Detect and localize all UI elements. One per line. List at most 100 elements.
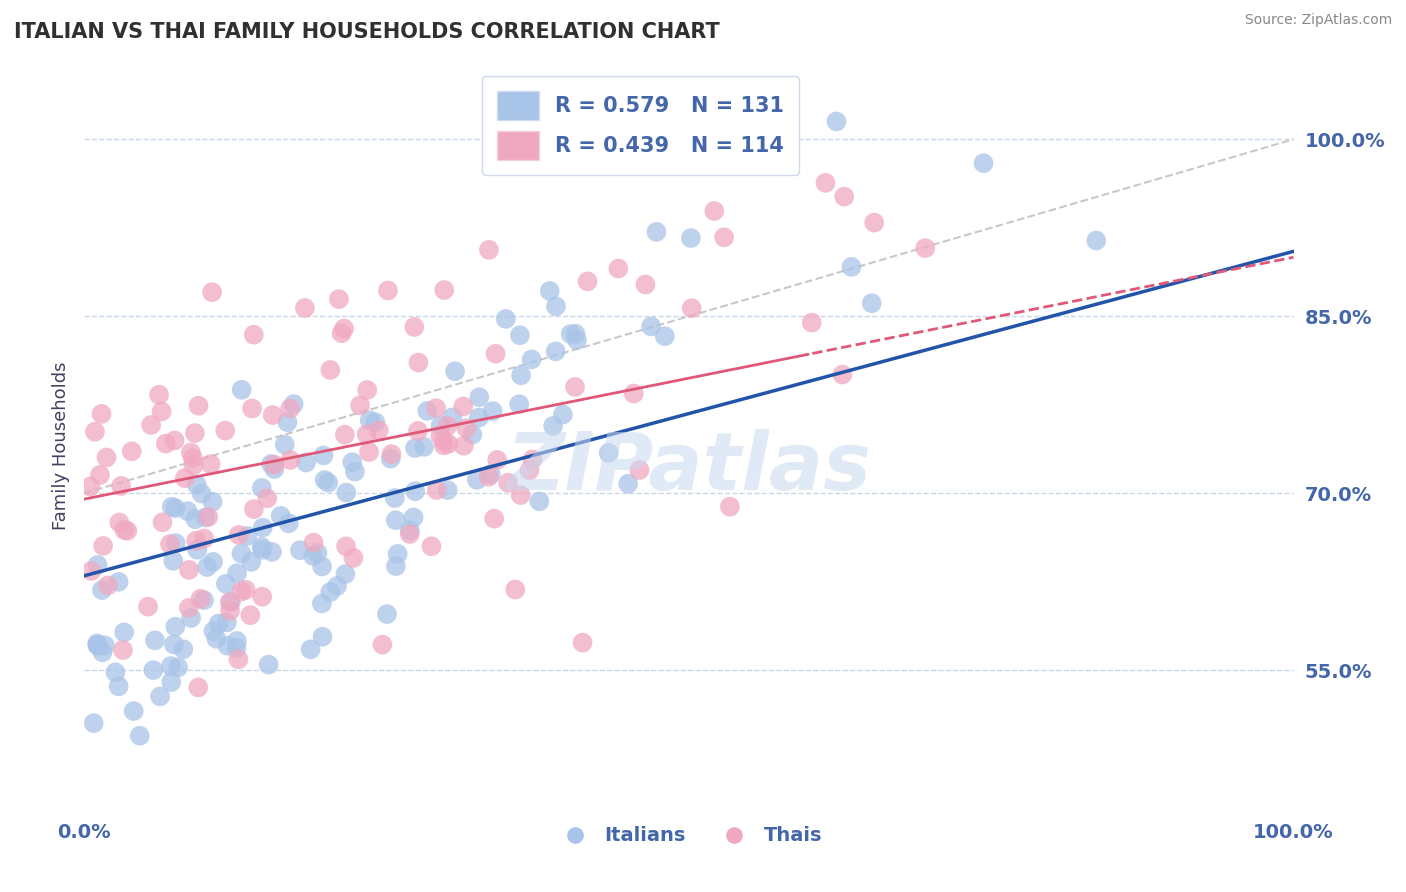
Point	[453, 439, 475, 453]
Point	[186, 477, 208, 491]
Point	[343, 465, 366, 479]
Point	[654, 329, 676, 343]
Point	[333, 427, 356, 442]
Point	[160, 500, 183, 514]
Point	[217, 639, 239, 653]
Point	[152, 516, 174, 530]
Point	[832, 189, 855, 203]
Point	[143, 633, 166, 648]
Point	[371, 638, 394, 652]
Point	[89, 467, 111, 482]
Point	[218, 595, 240, 609]
Point	[380, 451, 402, 466]
Point	[180, 445, 202, 459]
Point	[863, 216, 886, 230]
Point	[451, 400, 474, 414]
Point	[429, 428, 451, 442]
Point	[149, 690, 172, 704]
Point	[165, 620, 187, 634]
Point	[108, 516, 131, 530]
Point	[200, 457, 222, 471]
Point	[263, 458, 285, 472]
Point	[163, 637, 186, 651]
Point	[465, 473, 488, 487]
Point	[235, 582, 257, 597]
Point	[681, 301, 703, 316]
Point	[190, 486, 212, 500]
Point	[508, 397, 530, 411]
Point	[79, 479, 101, 493]
Point	[276, 415, 298, 429]
Point	[433, 434, 456, 449]
Point	[384, 491, 406, 505]
Point	[478, 243, 501, 257]
Point	[503, 582, 526, 597]
Point	[86, 558, 108, 572]
Point	[398, 527, 420, 541]
Point	[195, 560, 218, 574]
Legend: Italians, Thais: Italians, Thais	[548, 819, 830, 854]
Point	[560, 326, 582, 341]
Point	[356, 383, 378, 397]
Point	[263, 462, 285, 476]
Point	[461, 427, 484, 442]
Point	[628, 463, 651, 477]
Point	[914, 241, 936, 255]
Point	[429, 418, 451, 433]
Point	[319, 585, 342, 599]
Point	[634, 277, 657, 292]
Point	[364, 415, 387, 429]
Point	[479, 467, 502, 482]
Text: Source: ZipAtlas.com: Source: ZipAtlas.com	[1244, 13, 1392, 28]
Point	[544, 299, 567, 313]
Point	[335, 567, 357, 582]
Point	[262, 408, 284, 422]
Point	[314, 473, 336, 487]
Point	[180, 611, 202, 625]
Point	[94, 639, 117, 653]
Point	[177, 563, 200, 577]
Point	[307, 546, 329, 560]
Point	[205, 632, 228, 646]
Point	[564, 326, 586, 341]
Point	[187, 681, 209, 695]
Point	[433, 438, 456, 452]
Point	[177, 600, 200, 615]
Point	[91, 582, 114, 597]
Point	[495, 312, 517, 326]
Point	[311, 559, 333, 574]
Point	[83, 716, 105, 731]
Point	[385, 559, 408, 574]
Point	[436, 418, 458, 433]
Point	[228, 528, 250, 542]
Point	[387, 547, 409, 561]
Point	[349, 398, 371, 412]
Point	[468, 390, 491, 404]
Point	[176, 504, 198, 518]
Point	[214, 424, 236, 438]
Point	[356, 427, 378, 442]
Point	[165, 536, 187, 550]
Point	[117, 524, 139, 538]
Point	[299, 642, 322, 657]
Point	[342, 550, 364, 565]
Point	[831, 368, 853, 382]
Point	[231, 383, 253, 397]
Point	[252, 520, 274, 534]
Point	[96, 450, 118, 465]
Point	[335, 539, 357, 553]
Point	[139, 417, 162, 432]
Point	[236, 529, 259, 543]
Point	[231, 547, 253, 561]
Point	[80, 564, 103, 578]
Point	[408, 355, 430, 369]
Point	[250, 481, 273, 495]
Point	[194, 510, 217, 524]
Text: ZIPatlas: ZIPatlas	[506, 429, 872, 507]
Point	[183, 458, 205, 473]
Point	[225, 640, 247, 655]
Point	[482, 511, 505, 525]
Point	[173, 471, 195, 485]
Point	[274, 437, 297, 451]
Point	[172, 642, 194, 657]
